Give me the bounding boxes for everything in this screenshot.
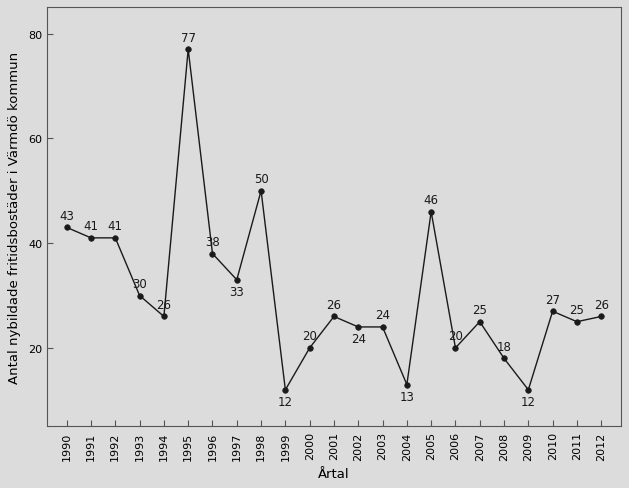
Text: 24: 24 <box>351 333 365 346</box>
Text: 46: 46 <box>424 194 438 207</box>
Text: 18: 18 <box>497 340 511 353</box>
Text: 12: 12 <box>521 396 536 408</box>
Text: 77: 77 <box>181 32 196 44</box>
Text: 41: 41 <box>84 220 99 233</box>
X-axis label: Årtal: Årtal <box>318 467 350 480</box>
Text: 24: 24 <box>375 309 390 322</box>
Text: 20: 20 <box>302 330 317 343</box>
Text: 43: 43 <box>59 209 74 223</box>
Text: 20: 20 <box>448 330 463 343</box>
Text: 26: 26 <box>594 298 609 311</box>
Text: 13: 13 <box>399 390 415 403</box>
Text: 33: 33 <box>230 286 244 299</box>
Text: 25: 25 <box>472 304 487 317</box>
Text: 26: 26 <box>157 298 171 311</box>
Text: 41: 41 <box>108 220 123 233</box>
Y-axis label: Antal nybildade fritidsbostäder i Värmdö kommun: Antal nybildade fritidsbostäder i Värmdö… <box>8 52 21 383</box>
Text: 27: 27 <box>545 293 560 306</box>
Text: 38: 38 <box>205 236 220 248</box>
Text: 12: 12 <box>278 396 293 408</box>
Text: 30: 30 <box>132 277 147 290</box>
Text: 50: 50 <box>253 173 269 186</box>
Text: 26: 26 <box>326 298 342 311</box>
Text: 25: 25 <box>569 304 584 317</box>
